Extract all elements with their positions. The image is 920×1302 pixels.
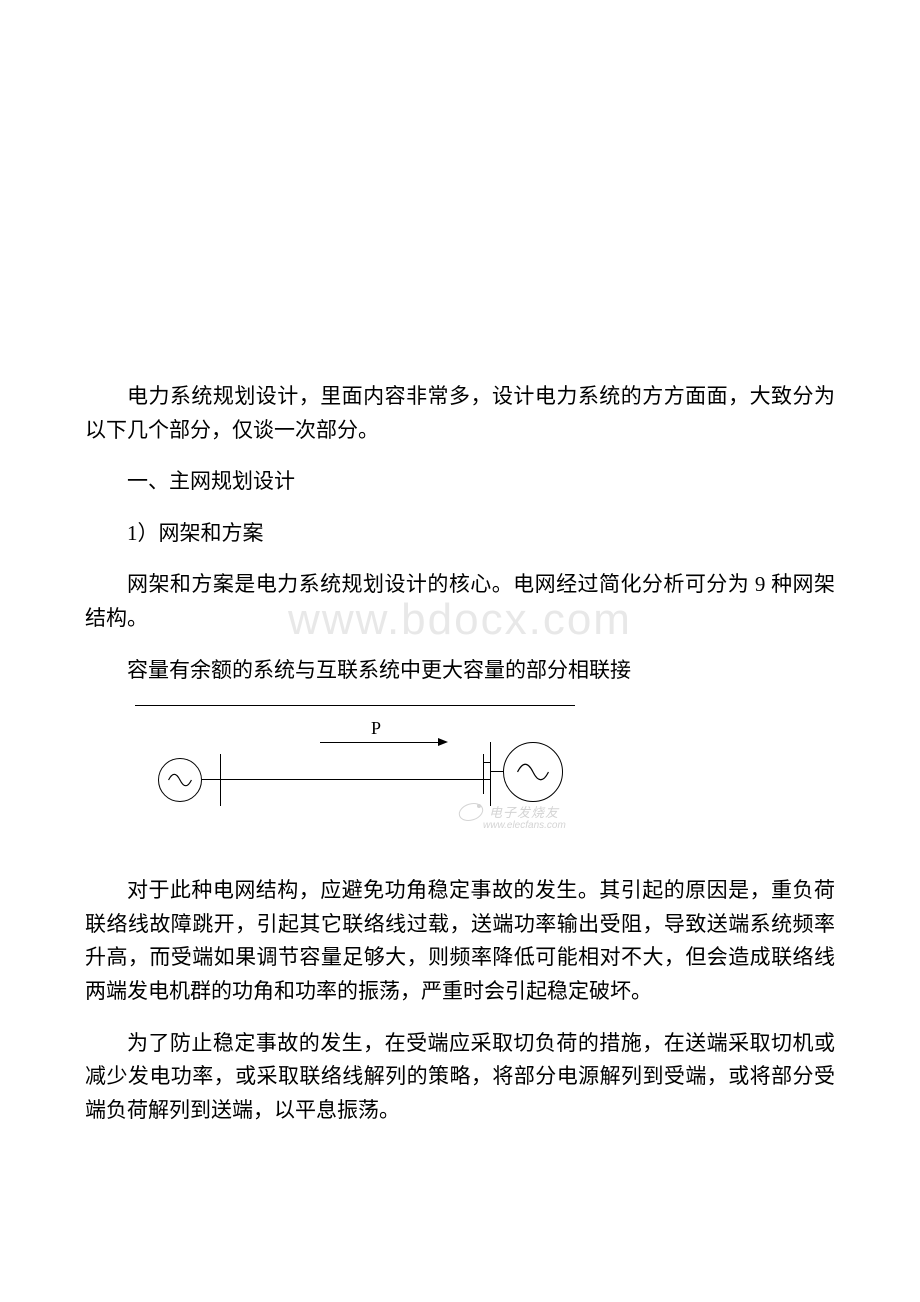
bus-connector-top	[483, 762, 490, 763]
elecfans-logo-icon	[457, 800, 485, 824]
sine-wave-icon	[159, 759, 201, 801]
diagram-canvas: P 电子发烧友 www.elecfans.com	[135, 712, 575, 850]
document-content: 电力系统规划设计，里面内容非常多，设计电力系统的方方面面，大致分为以下几个部分，…	[0, 0, 920, 1127]
paragraph-framework: 网架和方案是电力系统规划设计的核心。电网经过简化分析可分为 9 种网架结构。	[85, 568, 835, 635]
power-system-diagram: P 电子发烧友 www.elecfans.com	[135, 705, 835, 850]
power-flow-arrow-line	[320, 742, 438, 743]
power-flow-arrow-head	[438, 738, 448, 746]
elecfans-watermark-url: www.elecfans.com	[483, 820, 566, 831]
paragraph-prevention: 为了防止稳定事故的发生，在受端应采取切负荷的措施，在送端采取切机或减少发电功率，…	[85, 1027, 835, 1128]
sine-wave-icon	[504, 743, 562, 801]
right-bus-inner	[483, 754, 484, 794]
paragraph-capacity: 容量有余额的系统与互联系统中更大容量的部分相联接	[85, 654, 835, 688]
left-generator-icon	[158, 758, 202, 802]
paragraph-structure-analysis: 对于此种电网结构，应避免功角稳定事故的发生。其引起的原因是，重负荷联络线故障跳开…	[85, 874, 835, 1008]
right-generator-icon	[503, 742, 563, 802]
elecfans-watermark-cn: 电子发烧友	[489, 802, 559, 821]
left-stub-line	[202, 779, 220, 780]
heading-subsection-1: 1）网架和方案	[85, 517, 835, 551]
right-stub-line	[490, 771, 504, 772]
tie-line	[220, 779, 490, 780]
bus-connector-mid	[483, 779, 490, 780]
diagram-top-rule	[135, 705, 575, 706]
paragraph-intro: 电力系统规划设计，里面内容非常多，设计电力系统的方方面面，大致分为以下几个部分，…	[85, 380, 835, 447]
power-flow-label: P	[371, 718, 381, 739]
right-bus-outer	[490, 742, 491, 806]
heading-section-1: 一、主网规划设计	[85, 465, 835, 499]
